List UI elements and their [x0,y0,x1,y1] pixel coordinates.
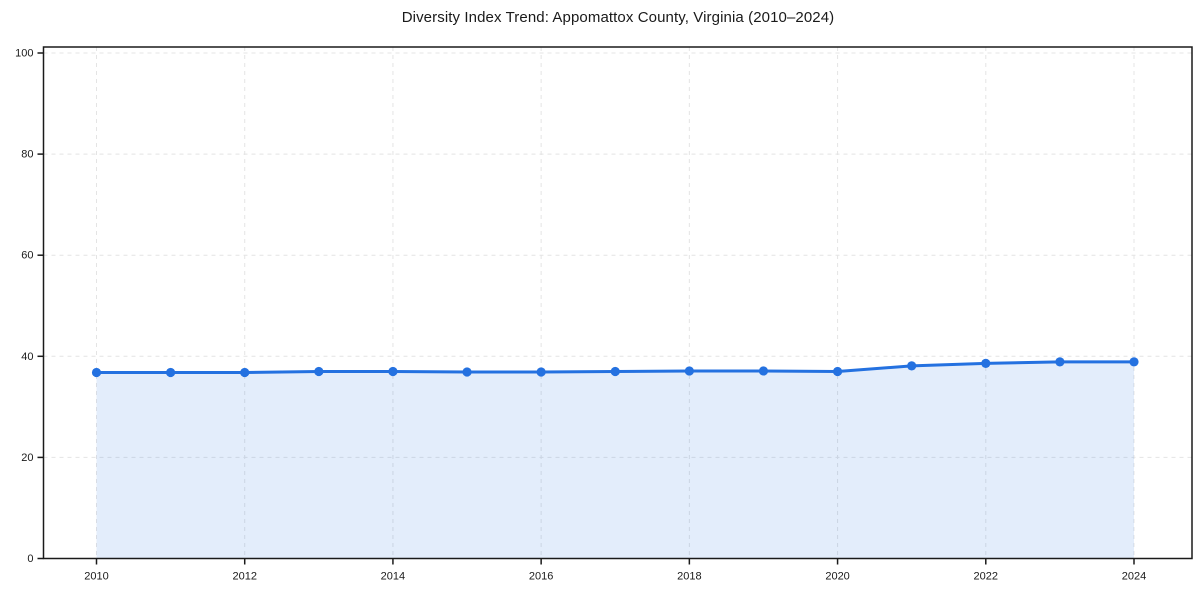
data-point [832,366,843,377]
data-point [684,366,694,376]
x-tick-label: 2022 [974,571,998,583]
area-fill [96,361,1134,559]
data-point [981,358,991,368]
data-point [91,367,102,378]
data-points [91,357,1139,378]
x-tick-label: 2018 [677,571,701,583]
data-point [1129,357,1139,367]
y-tick-label: 40 [21,351,33,363]
x-tick-label: 2016 [529,571,553,583]
data-point [462,367,472,377]
data-point [166,367,176,378]
data-point [758,366,769,376]
y-tick-label: 0 [27,553,33,565]
plot-border [42,46,1193,560]
x-tick-label: 2010 [84,571,108,583]
y-tick-label: 100 [15,48,33,60]
data-point [1055,357,1065,367]
x-tick-label: 2024 [1122,571,1146,583]
x-tick-label: 2020 [825,571,849,583]
chart-title: Diversity Index Trend: Appomattox County… [401,9,835,26]
y-tick-label: 20 [21,452,33,464]
data-point [314,366,324,377]
y-axis-ticks: 0 20 40 60 80 100 [15,48,44,565]
x-axis-ticks: 2010 2012 2014 2016 2018 2020 2022 2024 [84,558,1146,583]
y-tick-label: 60 [21,250,33,262]
plot-area [43,47,1192,559]
data-point [907,361,917,371]
gridlines [43,47,1192,559]
y-tick-label: 80 [21,149,33,161]
x-tick-label: 2014 [381,571,405,583]
data-point [240,367,250,378]
data-point [536,367,546,377]
data-point [388,366,398,377]
data-point [610,366,620,377]
x-tick-label: 2012 [232,571,256,583]
